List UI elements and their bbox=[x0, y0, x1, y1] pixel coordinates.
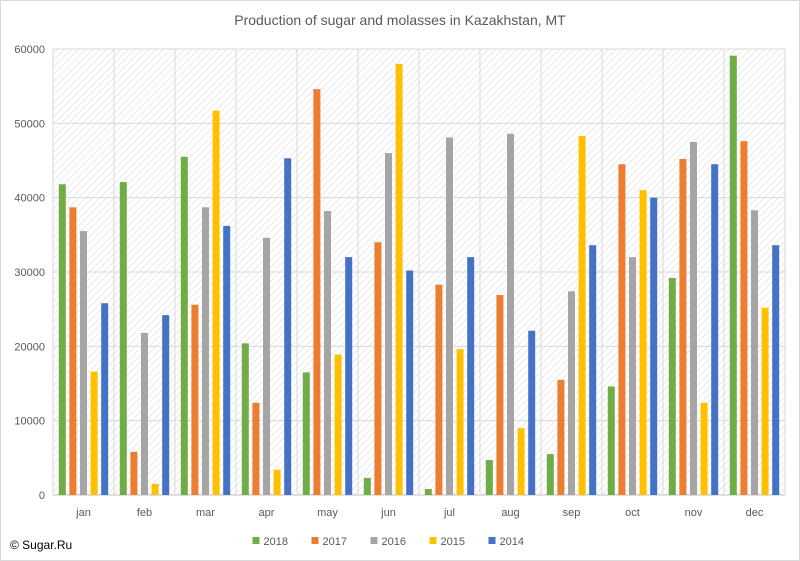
bar-2014-may bbox=[345, 257, 353, 495]
bar-2016-feb bbox=[141, 332, 148, 495]
legend-label-2018: 2018 bbox=[264, 536, 288, 548]
bar-2017-aug bbox=[496, 295, 504, 495]
bar-2015-jul bbox=[456, 349, 464, 495]
bar-2015-aug bbox=[517, 428, 525, 495]
bar-2015-dec bbox=[761, 307, 769, 495]
bar-2016-jun bbox=[385, 153, 392, 496]
y-tick-label: 50000 bbox=[14, 118, 45, 130]
legend-swatch-2014 bbox=[488, 537, 496, 544]
bar-2018-sep bbox=[546, 454, 554, 495]
bar-2014-mar bbox=[223, 225, 231, 495]
x-tick-label: feb bbox=[137, 507, 152, 519]
y-tick-label: 0 bbox=[39, 490, 45, 502]
y-tick-label: 40000 bbox=[14, 193, 45, 205]
bar-2016-jan bbox=[80, 231, 87, 495]
chart-title: Production of sugar and molasses in Kaza… bbox=[234, 12, 566, 28]
bar-2015-mar bbox=[212, 110, 220, 496]
copyright-text: © Sugar.Ru bbox=[10, 538, 73, 552]
bar-2018-apr bbox=[241, 343, 249, 495]
bar-2014-aug bbox=[528, 330, 536, 495]
bar-2018-jun bbox=[363, 477, 371, 495]
legend: 2018 2017 2016 2015 2014 bbox=[252, 536, 524, 548]
bar-2014-jun bbox=[406, 270, 414, 495]
x-tick-label: dec bbox=[746, 507, 764, 519]
bar-2017-oct bbox=[618, 164, 626, 495]
bar-2017-jun bbox=[374, 242, 382, 495]
bar-2014-dec bbox=[772, 245, 780, 495]
x-tick-label: oct bbox=[625, 507, 640, 519]
bar-2016-aug bbox=[507, 133, 514, 496]
bar-2015-may bbox=[334, 354, 342, 495]
y-tick-label: 30000 bbox=[14, 267, 45, 279]
bar-2016-dec bbox=[751, 210, 758, 495]
x-tick-label: jun bbox=[380, 507, 396, 519]
bar-2016-may bbox=[324, 211, 331, 495]
gridlines bbox=[52, 48, 786, 496]
bars bbox=[58, 55, 780, 496]
bar-2017-sep bbox=[557, 379, 565, 495]
bar-2015-sep bbox=[578, 135, 586, 495]
bar-2015-oct bbox=[639, 190, 647, 495]
bar-2017-feb bbox=[130, 451, 138, 495]
bar-2015-jun bbox=[395, 63, 403, 495]
bar-2014-feb bbox=[162, 315, 170, 495]
x-tick-label: sep bbox=[563, 507, 581, 519]
bar-2018-jul bbox=[424, 489, 432, 495]
x-axis-ticks: jan feb mar apr may jun jul aug sep oct nov dec bbox=[75, 507, 764, 519]
legend-label-2016: 2016 bbox=[382, 536, 406, 548]
bar-2018-feb bbox=[119, 182, 127, 495]
bar-2016-oct bbox=[629, 257, 636, 495]
legend-swatch-2015 bbox=[429, 537, 437, 544]
x-tick-label: apr bbox=[259, 507, 275, 519]
bar-2015-nov bbox=[700, 402, 708, 495]
bar-2017-jan bbox=[69, 207, 77, 495]
bar-2016-apr bbox=[263, 237, 270, 495]
x-tick-label: aug bbox=[501, 507, 519, 519]
bar-2017-jul bbox=[435, 284, 443, 495]
bar-2018-mar bbox=[180, 156, 188, 496]
bar-2016-sep bbox=[568, 291, 575, 495]
bar-2017-mar bbox=[191, 304, 199, 495]
bar-2017-dec bbox=[740, 141, 748, 495]
bar-2016-mar bbox=[202, 207, 209, 495]
legend-swatch-2018 bbox=[252, 537, 260, 544]
legend-label-2014: 2014 bbox=[500, 536, 524, 548]
x-tick-label: jul bbox=[443, 507, 455, 519]
bar-2015-apr bbox=[273, 469, 281, 495]
y-tick-label: 10000 bbox=[14, 416, 45, 428]
bar-2015-jan bbox=[90, 371, 98, 495]
bar-2014-jan bbox=[101, 303, 109, 495]
bar-2014-nov bbox=[711, 164, 719, 495]
bar-2014-jul bbox=[467, 257, 475, 495]
x-tick-label: jan bbox=[75, 507, 91, 519]
legend-swatch-2016 bbox=[370, 537, 378, 544]
bar-2016-jul bbox=[446, 137, 453, 495]
bar-2018-nov bbox=[668, 277, 676, 495]
bar-2014-oct bbox=[650, 197, 658, 495]
bar-2017-may bbox=[313, 89, 321, 495]
bar-2018-dec bbox=[729, 55, 737, 495]
bar-2014-sep bbox=[589, 245, 597, 495]
legend-swatch-2017 bbox=[311, 537, 319, 544]
bar-2014-apr bbox=[284, 158, 292, 495]
x-tick-label: may bbox=[317, 507, 338, 519]
bar-2018-oct bbox=[607, 386, 615, 495]
bar-2016-nov bbox=[690, 141, 697, 495]
bar-2018-aug bbox=[485, 460, 493, 495]
x-tick-label: mar bbox=[196, 507, 215, 519]
legend-label-2015: 2015 bbox=[441, 536, 465, 548]
bar-2018-may bbox=[302, 372, 310, 495]
bar-2017-apr bbox=[252, 402, 260, 495]
y-axis-ticks: 0 10000 20000 30000 40000 50000 60000 bbox=[14, 44, 45, 502]
y-tick-label: 20000 bbox=[14, 341, 45, 353]
bar-2018-jan bbox=[58, 184, 66, 495]
x-tick-label: nov bbox=[685, 507, 703, 519]
y-tick-label: 60000 bbox=[14, 44, 45, 56]
bar-2017-nov bbox=[679, 159, 687, 495]
legend-label-2017: 2017 bbox=[323, 536, 347, 548]
bar-2015-feb bbox=[151, 483, 159, 495]
